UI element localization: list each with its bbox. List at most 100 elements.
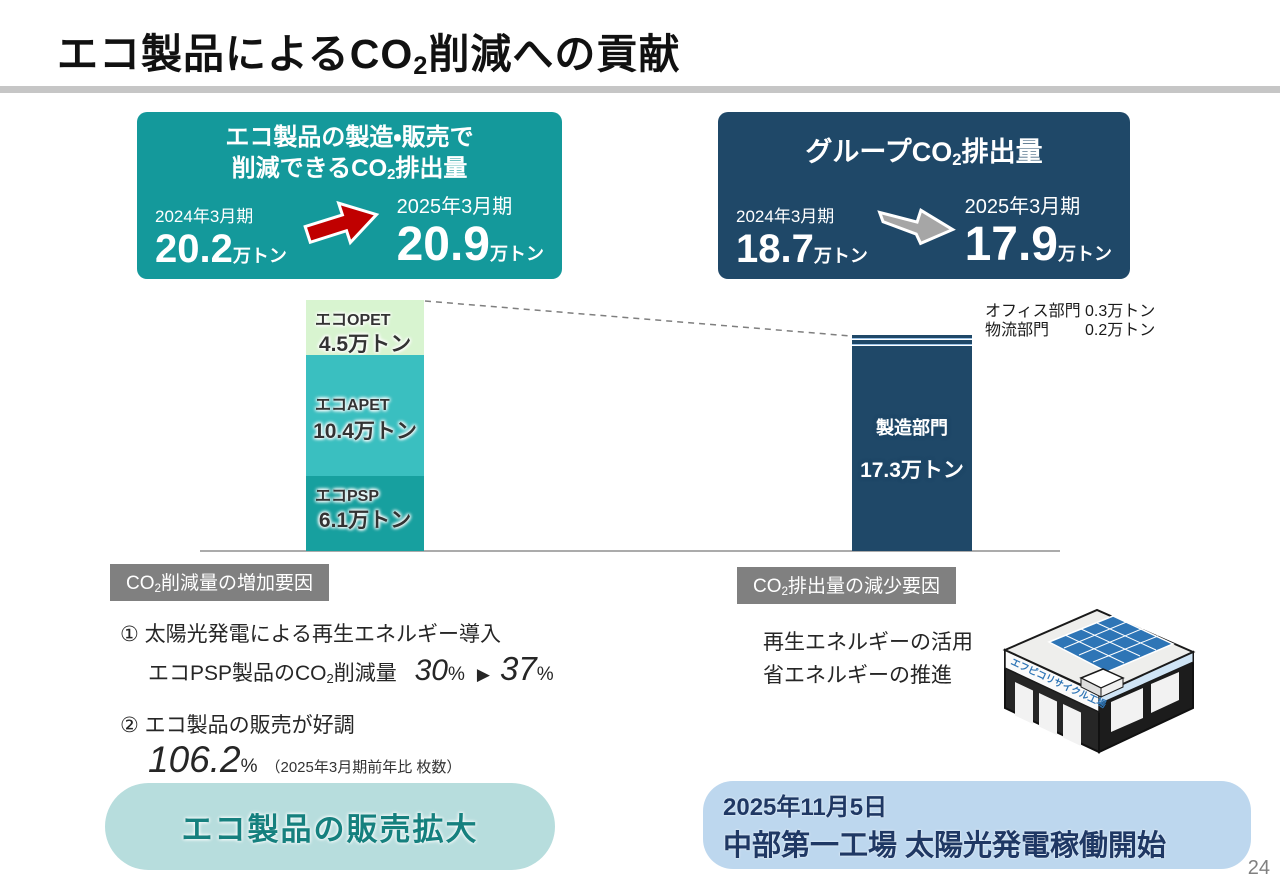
axis-baseline — [200, 550, 1060, 552]
eco-products-bar: エコOPET 4.5万トン エコAPET 10.4万トン エコPSP 6.1万ト… — [306, 300, 424, 551]
bar-segment-eco-psp: エコPSP 6.1万トン — [306, 476, 424, 551]
eco-apet-label: エコAPET — [315, 397, 390, 414]
bar-segment-eco-opet: エコOPET 4.5万トン — [306, 300, 424, 356]
factor-item-2-detail: 106.2% （2025年3月期前年比 枚数） — [148, 741, 554, 783]
gray-down-arrow-icon — [873, 191, 959, 260]
factor2-note: （2025年3月期前年比 枚数） — [265, 759, 462, 776]
factor2-marker: ② — [120, 714, 139, 737]
factor1-detail-sub: 2 — [326, 670, 334, 686]
emission-heading-sub: 2 — [952, 149, 962, 169]
factor-item-1: ① 太陽光発電による再生エネルギー導入 — [120, 620, 554, 650]
increase-tag-pre: CO — [126, 573, 155, 594]
renewable-use-text: 再生エネルギーの活用 — [763, 631, 973, 654]
reduction-prev-value-block: 2024年3月期 20.2万トン — [155, 202, 287, 269]
factor1-marker: ① — [120, 623, 139, 646]
emission-next-value-block: 2025年3月期 17.9万トン — [965, 190, 1112, 269]
factor2-text: エコ製品の販売が好調 — [144, 714, 355, 737]
logistics-label: 物流部門 — [985, 322, 1050, 339]
factor-item-2: ② エコ製品の販売が好調 — [120, 711, 554, 741]
sales-expansion-pill: エコ製品の販売拡大 — [105, 783, 555, 870]
decrease-tag-pre: CO — [753, 576, 782, 597]
solar-start-pill: 2025年11月5日 中部第一工場 太陽光発電稼働開始 — [703, 781, 1251, 869]
page-title-post: 削減への貢献 — [428, 31, 681, 77]
factory-illustration: エフピコリサイクル工場 — [993, 598, 1205, 763]
reduction-next-value: 20.9 — [396, 218, 490, 271]
bar-segment-manufacturing: 製造部門 17.3万トン — [852, 346, 972, 551]
page-title-pre: エコ製品によるCO — [57, 31, 414, 77]
red-up-arrow-icon — [299, 191, 385, 260]
factor1-detail-post: 削減量 — [333, 662, 397, 685]
increase-factor-tag: CO2削減量の増加要因 — [110, 564, 330, 601]
segment-separator — [852, 345, 972, 346]
logistics-value: 0.2万トン — [1085, 322, 1156, 339]
reduction-card-heading: エコ製品の製造・販売で 削減できるCO2排出量 — [137, 112, 562, 188]
page-number: 24 — [1247, 857, 1270, 879]
factor1-detail-pre: エコPSP製品のCO — [148, 662, 327, 685]
eco-psp-value: 6.1万トン — [318, 509, 412, 532]
bar-segment-office — [852, 335, 972, 338]
factor-item-1-detail: エコPSP製品のCO2削減量 30% ▶ 37% — [148, 652, 554, 691]
reduction-next-value-block: 2025年3月期 20.9万トン — [397, 190, 544, 269]
office-annotation: オフィス部門 0.3万トン — [985, 302, 1155, 321]
decrease-tag-post: 排出量の減少要因 — [788, 576, 941, 597]
factor2-value: 106.2 — [148, 739, 241, 780]
sales-expansion-text: エコ製品の販売拡大 — [181, 812, 479, 847]
factor1-to-value: 37 — [499, 650, 537, 687]
reduction-heading-line2-post: 排出量 — [395, 155, 468, 182]
emission-heading-pre: グループCO — [805, 137, 953, 167]
solar-start-date: 2025年11月5日 — [723, 793, 888, 821]
increase-tag-post: 削減量の増加要因 — [161, 573, 314, 594]
emission-prev-value-block: 2024年3月期 18.7万トン — [736, 202, 868, 269]
emission-prev-unit: 万トン — [813, 246, 868, 266]
increase-factors-text: ① 太陽光発電による再生エネルギー導入 エコPSP製品のCO2削減量 30% ▶ 3… — [120, 620, 554, 783]
eco-opet-value: 4.5万トン — [318, 333, 412, 356]
reduction-heading-line2-sub: 2 — [387, 167, 396, 184]
emission-next-period: 2025年3月期 — [964, 196, 1081, 218]
eco-opet-label: エコOPET — [315, 312, 391, 329]
emission-next-value: 17.9 — [964, 218, 1058, 271]
decrease-factors-text: 再生エネルギーの活用 省エネルギーの推進 — [763, 626, 973, 692]
increase-tag-sub: 2 — [154, 581, 162, 595]
decrease-tag-sub: 2 — [781, 584, 789, 598]
factor1-text: 太陽光発電による再生エネルギー導入 — [144, 623, 502, 646]
logistics-annotation: 物流部門 0.2万トン — [985, 321, 1155, 340]
reduction-next-period: 2025年3月期 — [396, 196, 513, 218]
bar-segment-logistics — [852, 340, 972, 344]
reduction-prev-value: 20.2 — [155, 227, 233, 271]
emission-prev-period: 2024年3月期 — [736, 207, 835, 226]
bar-segment-eco-apet: エコAPET 10.4万トン — [306, 355, 424, 476]
reduction-prev-unit: 万トン — [232, 246, 287, 266]
office-value: 0.3万トン — [1085, 303, 1156, 320]
emission-summary-card: グループCO2排出量 2024年3月期 18.7万トン 2025年3月期 17.… — [718, 112, 1130, 279]
decrease-factor-tag: CO2排出量の減少要因 — [737, 567, 957, 604]
factor1-to-unit: % — [536, 664, 554, 685]
reduction-next-unit: 万トン — [490, 244, 544, 264]
office-label: オフィス部門 — [985, 303, 1081, 320]
reduction-heading-line2-pre: 削減できるCO — [231, 155, 388, 182]
factor1-from-value: 30 — [414, 654, 448, 687]
manufacturing-label: 製造部門 — [876, 417, 948, 438]
group-emissions-bar: 製造部門 17.3万トン — [852, 335, 972, 551]
eco-apet-value: 10.4万トン — [313, 420, 417, 443]
group-bar-annotations: オフィス部門 0.3万トン 物流部門 0.2万トン — [985, 302, 1155, 340]
manufacturing-value: 17.3万トン — [860, 458, 964, 482]
reduction-prev-period: 2024年3月期 — [155, 207, 254, 226]
segment-separator — [852, 338, 972, 339]
triangle-arrow-icon: ▶ — [476, 665, 490, 684]
factor1-from-unit: % — [448, 664, 465, 685]
emission-heading-post: 排出量 — [961, 137, 1043, 167]
energy-saving-text: 省エネルギーの推進 — [763, 664, 952, 687]
emission-next-unit: 万トン — [1058, 244, 1112, 264]
page-title-sub: 2 — [413, 51, 429, 80]
segment-separator — [852, 344, 972, 345]
eco-psp-label: エコPSP — [315, 488, 380, 505]
segment-separator — [852, 339, 972, 340]
reduction-heading-line1: エコ製品の製造・販売で — [225, 124, 474, 151]
title-divider — [0, 86, 1280, 93]
page-title: エコ製品によるCO2削減への貢献 — [57, 20, 680, 80]
factor2-unit: % — [240, 756, 258, 777]
solar-start-text: 中部第一工場 太陽光発電稼働開始 — [723, 829, 1167, 862]
reduction-summary-card: エコ製品の製造・販売で 削減できるCO2排出量 2024年3月期 20.2万トン… — [137, 112, 562, 279]
emission-card-heading: グループCO2排出量 — [718, 112, 1130, 169]
